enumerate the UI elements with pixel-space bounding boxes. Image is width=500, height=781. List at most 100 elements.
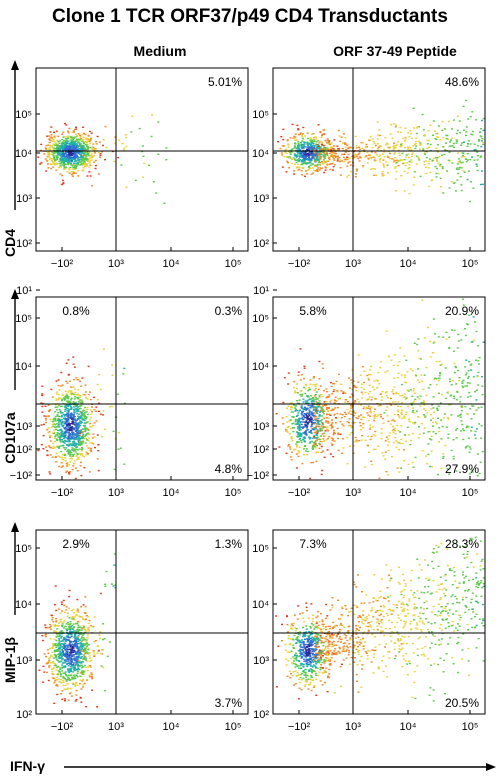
event-dot (59, 435, 62, 437)
event-dot (78, 654, 80, 656)
event-dot (55, 130, 58, 132)
event-dot (56, 154, 59, 156)
event-dot (80, 162, 83, 164)
event-dot (435, 147, 438, 149)
event-dot (62, 136, 65, 138)
event-dot (308, 421, 310, 423)
event-dot (326, 426, 329, 428)
event-dot (305, 155, 308, 157)
x-tick-label: −10² (288, 487, 311, 499)
event-dot (335, 400, 338, 402)
event-dot (94, 167, 97, 170)
event-dot (311, 149, 314, 151)
event-dot (64, 139, 67, 142)
event-dot (49, 153, 52, 155)
event-dot (64, 398, 67, 400)
event-dot (445, 426, 448, 428)
event-dot (478, 139, 481, 141)
event-dot (61, 152, 64, 154)
event-dot (56, 432, 59, 434)
event-dot (93, 653, 96, 655)
event-dot (60, 640, 63, 643)
event-dot (99, 413, 102, 415)
event-dot (312, 376, 315, 378)
event-dot (430, 408, 433, 410)
event-dot (70, 397, 73, 400)
event-dot (64, 158, 67, 160)
event-dot (379, 157, 382, 160)
event-dot (59, 671, 62, 673)
event-dot (51, 147, 54, 149)
event-dot (369, 365, 372, 368)
event-dot (443, 128, 446, 130)
event-dot (78, 626, 81, 628)
event-dot (85, 439, 88, 441)
event-dot (448, 336, 451, 338)
event-dot (302, 126, 305, 129)
event-dot (73, 412, 76, 414)
event-dot (83, 664, 86, 667)
event-dot (77, 663, 80, 666)
event-dot (450, 145, 453, 147)
event-dot (103, 428, 106, 430)
event-dot (303, 155, 306, 157)
event-dot (327, 141, 330, 143)
event-dot (346, 165, 349, 167)
event-dot (320, 435, 322, 437)
event-dot (77, 437, 80, 440)
event-dot (296, 426, 299, 428)
event-dot (464, 385, 467, 387)
event-dot (293, 170, 296, 172)
event-dot (336, 158, 339, 160)
event-dot (295, 387, 298, 390)
event-dot (58, 415, 61, 418)
event-dot (80, 146, 83, 148)
event-dot (55, 654, 57, 657)
event-dot (300, 435, 303, 437)
event-dot (59, 456, 61, 458)
event-dot (462, 170, 465, 172)
event-dot (56, 435, 59, 437)
event-dot (323, 410, 326, 412)
event-dot (71, 432, 74, 435)
event-dot (75, 405, 78, 408)
event-dot (84, 155, 87, 157)
event-dot (84, 384, 87, 386)
event-dot (452, 182, 455, 184)
event-dot (391, 389, 394, 391)
event-dot (329, 414, 332, 416)
event-dot (432, 342, 435, 344)
event-dot (287, 146, 290, 148)
event-dot (69, 145, 72, 148)
event-dot (306, 429, 309, 431)
event-dot (415, 155, 418, 157)
event-dot (406, 172, 409, 174)
y-tick-label: 10² (253, 238, 269, 250)
event-dot (72, 616, 75, 618)
event-dot (73, 636, 76, 638)
event-dot (75, 614, 78, 617)
event-dot (315, 152, 318, 154)
event-dot (439, 402, 442, 404)
event-dot (76, 661, 79, 663)
event-dot (74, 152, 77, 155)
event-dot (314, 443, 317, 445)
event-dot (333, 389, 336, 391)
event-dot (427, 387, 430, 389)
event-dot (300, 423, 303, 426)
event-dot (79, 136, 82, 138)
event-dot (309, 140, 312, 142)
event-dot (68, 147, 71, 149)
event-dot (447, 437, 450, 439)
event-dot (480, 155, 483, 157)
event-dot (439, 139, 442, 141)
event-dot (61, 698, 64, 701)
event-dot (461, 385, 464, 387)
event-dot (60, 436, 63, 438)
event-dot (468, 473, 471, 475)
event-dot (81, 148, 83, 150)
event-dot (77, 436, 80, 439)
event-dot (295, 408, 297, 410)
event-dot (81, 447, 84, 449)
event-dot (87, 147, 90, 149)
